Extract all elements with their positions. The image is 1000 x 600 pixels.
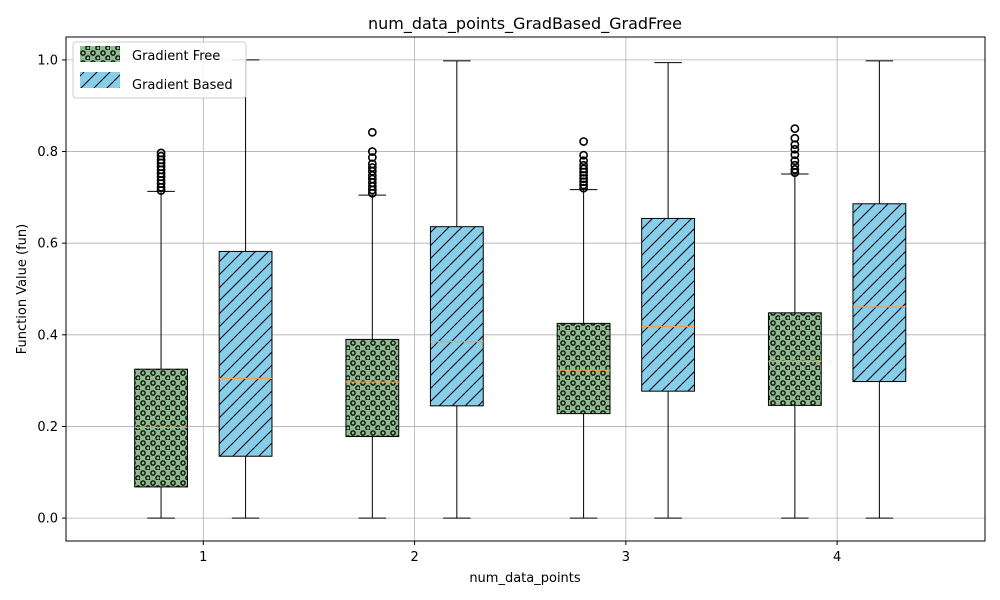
box-hatch <box>852 203 907 383</box>
y-tick-label: 0.2 <box>37 420 58 435</box>
box-gradient-free-1 <box>134 148 188 519</box>
x-tick-label: 4 <box>833 550 841 565</box>
outlier-point <box>579 164 588 174</box>
legend-label-gradient-based: Gradient Based <box>132 78 233 93</box>
box-gradient-based-2 <box>429 60 484 519</box>
y-tick-label: 0.4 <box>37 328 58 343</box>
x-tick-label: 2 <box>410 550 418 565</box>
y-tick-label: 0.0 <box>37 512 58 527</box>
box-gradient-based-4 <box>852 60 907 519</box>
outlier-point <box>790 165 800 174</box>
y-tick-label: 0.8 <box>37 145 58 160</box>
box-gradient-free-4 <box>767 124 822 519</box>
chart-title: num_data_points_GradBased_GradFree <box>368 14 682 34</box>
plot-area-frame <box>65 36 986 542</box>
y-tick-label: 0.6 <box>37 237 58 252</box>
outlier-point <box>790 144 800 154</box>
outlier-point <box>367 127 377 137</box>
outlier-point <box>790 124 800 134</box>
legend-hatch-gradient-free <box>80 46 120 62</box>
x-axis-label: num_data_points <box>469 571 581 586</box>
outlier-point <box>367 153 377 162</box>
legend-label-gradient-free: Gradient Free <box>132 49 220 64</box>
y-tick-label: 1.0 <box>37 53 58 68</box>
outlier-point <box>156 148 166 158</box>
outlier-point <box>579 160 588 170</box>
axes: 0.0 0.2 0.4 0.6 0.8 1.0 1 2 3 4 <box>37 53 841 565</box>
outlier-point <box>579 137 588 146</box>
box-gradient-free-2 <box>345 127 400 519</box>
outlier-point <box>367 147 377 156</box>
box-hatch <box>767 312 822 406</box>
outlier-point <box>367 163 377 172</box>
outlier-point <box>790 150 800 160</box>
outlier-point <box>790 156 800 166</box>
box-hatch <box>556 322 611 415</box>
x-tick-label: 1 <box>199 550 207 565</box>
legend-hatch-gradient-based <box>80 72 120 88</box>
x-tick-label: 3 <box>622 550 630 565</box>
outlier-point <box>156 151 166 161</box>
legend: Gradient Free Gradient Based <box>72 41 247 99</box>
outlier-point <box>790 133 800 143</box>
box-hatch <box>641 217 696 392</box>
box-hatch <box>345 338 400 438</box>
box-series <box>134 59 907 519</box>
outlier-point <box>579 150 588 160</box>
outlier-point <box>790 160 800 170</box>
box-hatch <box>218 250 273 457</box>
y-axis-label: Function Value (fun) <box>15 224 30 354</box>
box-gradient-free-3 <box>556 137 611 519</box>
outlier-point <box>579 156 588 166</box>
box-hatch <box>134 368 188 488</box>
box-hatch <box>429 226 484 407</box>
grid-lines <box>66 37 985 541</box>
box-gradient-based-1 <box>218 59 273 519</box>
box-gradient-based-3 <box>641 62 696 519</box>
